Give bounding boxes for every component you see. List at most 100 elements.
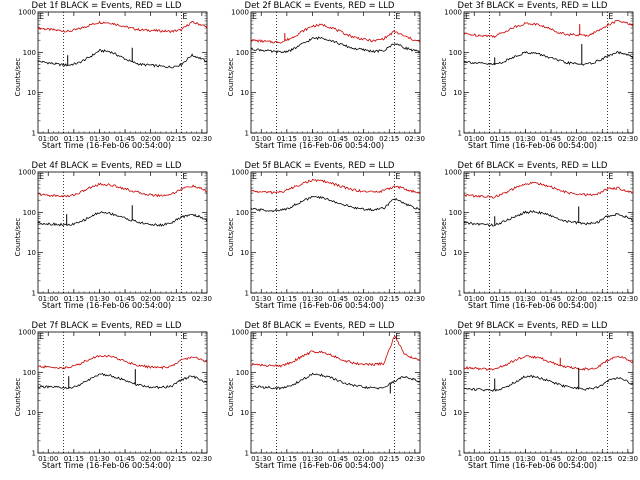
series-line-lld	[37, 20, 208, 34]
chart-title: Det 1f BLACK = Events, RED = LLD	[31, 1, 182, 11]
y-tick-label: 1	[458, 130, 462, 138]
x-tick-label: 01:30	[302, 135, 322, 143]
plot-frame	[250, 331, 421, 454]
chart-svg: 1 10 100 1000 01:30 01:15 01:30 01:45 02:00 02:15…	[231, 329, 425, 464]
x-tick-label: 01:00	[38, 135, 58, 143]
x-tick-label: 02:30	[618, 295, 638, 303]
x-tick-label: 01:30	[302, 455, 322, 463]
chart-svg: 1 10 100 1000 01:00 01:15 01:30 01:45 02:00 02:15…	[18, 329, 212, 464]
plot-frame	[463, 11, 634, 134]
chart-svg: 1 10 100 1000 01:30 01:15 01:30 01:45 02:00 02:15…	[231, 169, 425, 304]
x-tick-label: 01:45	[115, 295, 135, 303]
chart-svg: 1 10 100 1000 01:00 01:15 01:30 01:45 02:00 02:15…	[231, 9, 425, 144]
x-tick-label: 01:15	[277, 135, 297, 143]
series-line-events	[250, 195, 421, 213]
y-tick-label: 100	[236, 49, 249, 57]
x-tick-label: 02:00	[141, 295, 161, 303]
x-tick-label: 01:00	[464, 135, 484, 143]
x-tick-label: 01:15	[64, 455, 84, 463]
y-axis-label: Counts/sec	[440, 377, 448, 417]
y-tick-label: 1	[32, 290, 36, 298]
x-tick-label: 02:00	[567, 135, 587, 143]
x-axis-label: Start Time (16-Feb-06 00:54:00)	[254, 141, 385, 150]
event-marker-e: E	[395, 12, 400, 21]
x-tick-label: 01:30	[515, 455, 535, 463]
y-tick-label: 100	[449, 209, 462, 217]
plot-frame	[37, 11, 208, 134]
x-tick-label: 02:30	[405, 135, 425, 143]
event-marker-e: E	[39, 332, 44, 341]
x-tick-label: 02:30	[618, 455, 638, 463]
x-tick-label: 01:30	[251, 295, 271, 303]
x-tick-label: 01:00	[38, 295, 58, 303]
y-axis-label: Counts/sec	[440, 57, 448, 97]
event-marker-e: E	[252, 332, 257, 341]
event-marker-e: E	[39, 12, 44, 21]
y-tick-label: 1	[32, 450, 36, 458]
series-line-events	[37, 211, 208, 227]
x-tick-label: 02:00	[354, 295, 374, 303]
event-marker-e: E	[182, 332, 187, 341]
x-tick-label: 02:00	[141, 135, 161, 143]
x-axis-label: Start Time (16-Feb-06 00:54:00)	[467, 301, 598, 310]
x-tick-label: 01:30	[515, 135, 535, 143]
x-tick-label: 01:00	[464, 295, 484, 303]
y-axis-label: Counts/sec	[227, 57, 235, 97]
x-tick-label: 02:15	[592, 295, 612, 303]
x-tick-label: 01:45	[541, 295, 561, 303]
event-marker-e: E	[252, 172, 257, 181]
series-line-events	[37, 49, 208, 69]
event-marker-e: E	[608, 332, 613, 341]
series-line-events	[463, 50, 634, 66]
chart-title: Det 9f BLACK = Events, RED = LLD	[457, 321, 608, 331]
y-axis-label: Counts/sec	[227, 377, 235, 417]
chart-panel-4: 1 10 100 1000 01:00 01:15 01:30 01:45 02:00 02:15…	[0, 160, 213, 320]
x-tick-label: 01:45	[115, 135, 135, 143]
chart-title: Det 4f BLACK = Events, RED = LLD	[31, 161, 182, 171]
y-tick-label: 1000	[18, 9, 36, 17]
event-marker-e: E	[182, 172, 187, 181]
x-tick-label: 02:30	[192, 295, 212, 303]
chart-title: Det 6f BLACK = Events, RED = LLD	[457, 161, 608, 171]
series-line-lld	[463, 355, 634, 371]
x-axis-label: Start Time (16-Feb-06 00:54:00)	[254, 301, 385, 310]
x-tick-label: 01:45	[541, 135, 561, 143]
chart-panel-9: 1 10 100 1000 01:00 01:15 01:30 01:45 02:00 02:15…	[426, 320, 639, 480]
y-tick-label: 10	[453, 409, 462, 417]
x-tick-label: 01:45	[328, 455, 348, 463]
x-tick-label: 01:00	[251, 135, 271, 143]
y-axis-label: Counts/sec	[440, 217, 448, 257]
chart-svg: 1 10 100 1000 01:00 01:15 01:30 01:45 02:00 02:15…	[444, 9, 638, 144]
y-tick-label: 100	[449, 369, 462, 377]
series-line-lld	[37, 182, 208, 198]
series-line-lld	[250, 23, 421, 44]
x-tick-label: 02:15	[166, 295, 186, 303]
x-axis-label: Start Time (16-Feb-06 00:54:00)	[41, 141, 172, 150]
x-tick-label: 01:45	[328, 135, 348, 143]
chart-title: Det 7f BLACK = Events, RED = LLD	[31, 321, 182, 331]
chart-panel-2: 1 10 100 1000 01:00 01:15 01:30 01:45 02:00 02:15…	[213, 0, 426, 160]
y-tick-label: 1000	[231, 329, 249, 337]
series-line-lld	[463, 181, 634, 199]
x-tick-label: 02:30	[405, 455, 425, 463]
x-axis-label: Start Time (16-Feb-06 00:54:00)	[467, 461, 598, 470]
event-marker-e: E	[608, 12, 613, 21]
x-tick-label: 02:00	[567, 295, 587, 303]
event-marker-e: E	[465, 172, 470, 181]
x-tick-label: 01:15	[490, 135, 510, 143]
y-tick-label: 1000	[18, 329, 36, 337]
y-tick-label: 100	[23, 209, 36, 217]
y-tick-label: 10	[27, 409, 36, 417]
y-tick-label: 1	[245, 130, 249, 138]
x-tick-label: 02:30	[618, 135, 638, 143]
chart-panel-3: 1 10 100 1000 01:00 01:15 01:30 01:45 02:00 02:15…	[426, 0, 639, 160]
x-tick-label: 02:15	[379, 455, 399, 463]
x-tick-label: 02:30	[192, 135, 212, 143]
series-line-events	[250, 372, 421, 390]
y-tick-label: 1	[458, 450, 462, 458]
plot-frame	[37, 331, 208, 454]
x-axis-label: Start Time (16-Feb-06 00:54:00)	[41, 461, 172, 470]
series-line-events	[250, 36, 421, 55]
y-tick-label: 1000	[444, 9, 462, 17]
